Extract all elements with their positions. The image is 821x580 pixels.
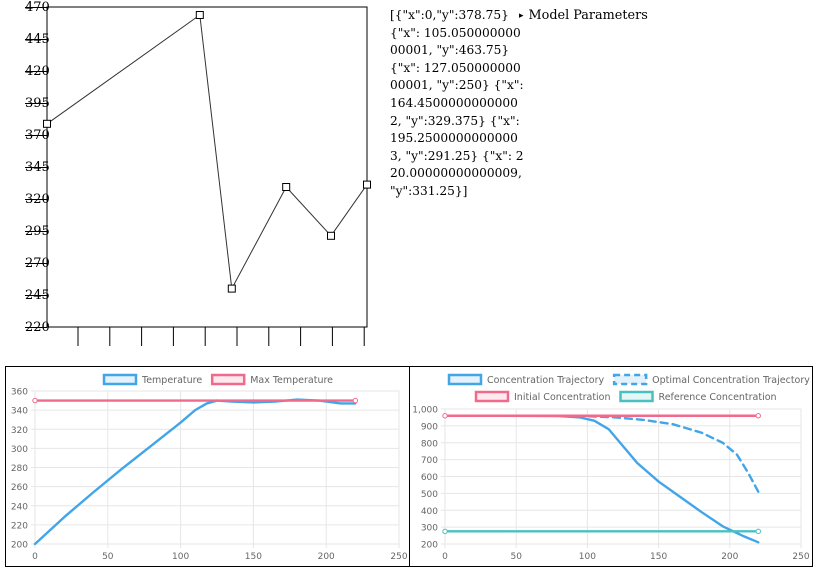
model-parameters-toggle[interactable]: ▸ Model Parameters — [519, 7, 648, 26]
x-tick-label: 250 — [792, 552, 809, 562]
y-tick-label: 270 — [25, 256, 50, 271]
control-point-handle — [363, 180, 371, 189]
legend-label-concentration-trajectory: Concentration Trajectory — [487, 375, 605, 386]
concentration-chart: 0 50 100 150 200 250 200 300 400 500 600 700 800 900 1… — [412, 373, 810, 562]
y-tick-label: 360 — [11, 388, 28, 398]
y-tick-label: 370 — [25, 128, 50, 143]
control-point-handle — [195, 11, 204, 19]
y-tick-label: 320 — [11, 426, 28, 436]
x-tick-label: 200 — [721, 552, 738, 562]
disclosure-triangle-icon: ▸ — [519, 11, 524, 21]
x-tick-label: 100 — [579, 552, 596, 562]
control-points-line — [46, 14, 368, 291]
series-point-initial-concentration — [442, 413, 448, 419]
series-line-concentration-trajectory — [443, 414, 760, 544]
y-tick-label: 340 — [11, 407, 28, 417]
x-tick-label: 100 — [172, 552, 189, 562]
plot-frame — [46, 6, 368, 328]
y-tick-label: 395 — [25, 96, 50, 111]
y-tick-label: 700 — [421, 456, 438, 466]
y-tick-label: 300 — [11, 445, 28, 455]
y-tick-label: 470 — [25, 0, 50, 15]
series-point-reference-concentration — [442, 528, 448, 535]
control-point-handle — [227, 284, 236, 293]
y-tick-label: 900 — [421, 422, 438, 432]
x-tick-label: 150 — [245, 552, 262, 562]
y-tick-label: 300 — [421, 524, 438, 534]
legend-label-temperature: Temperature — [141, 375, 202, 386]
legend-swatch-max-temperature — [210, 373, 246, 386]
model-parameters-label: Model Parameters — [528, 8, 648, 23]
legend-swatch-reference-concentration — [619, 390, 654, 403]
series-point-initial-concentration — [755, 413, 761, 419]
y-tick-label: 295 — [25, 224, 50, 239]
legend-swatch-concentration-trajectory — [447, 373, 483, 386]
concentration-chart-panel: 0 50 100 150 200 250 200 300 400 500 600 700 800 900 1… — [409, 366, 813, 567]
legend-label-initial-concentration: Initial Concentration — [514, 392, 611, 403]
control-points-json-readout: [{"x":0,"y":378.75} {"x": 105.0500000000… — [390, 8, 528, 198]
series-line-optimal-concentration-trajectory — [443, 414, 760, 493]
legend-swatch-optimal-concentration-trajectory — [612, 373, 648, 386]
x-tick-label: 250 — [390, 552, 407, 562]
y-tick-label: 345 — [25, 160, 50, 175]
legend-swatch-temperature — [102, 373, 138, 386]
temperature-chart-panel: 0 50 100 150 200 250 200 220 240 260 280 300 320 340 3… — [5, 366, 410, 567]
x-tick-label: 150 — [650, 552, 667, 562]
temperature-chart: 0 50 100 150 200 250 200 220 240 260 280 300 320 340 3… — [11, 373, 408, 562]
y-tick-label: 320 — [25, 192, 50, 207]
legend-label-reference-concentration: Reference Concentration — [659, 392, 777, 403]
x-tick-label: 200 — [318, 552, 335, 562]
x-tick-label: 0 — [442, 552, 448, 562]
x-tick-label: 50 — [510, 552, 522, 562]
control-point-handle — [327, 231, 335, 240]
series-point-max-temperature — [352, 397, 359, 404]
y-tick-label: 245 — [25, 288, 50, 303]
y-tick-label: 200 — [11, 541, 28, 551]
legend-swatch-initial-concentration — [474, 390, 510, 403]
editable-temperature-chart[interactable]: 470 445 420 395 370 345 320 295 270 245 220 — [0, 0, 380, 350]
y-tick-label: 240 — [11, 502, 28, 512]
y-tick-label: 800 — [421, 439, 438, 449]
series-point-max-temperature — [32, 397, 38, 404]
control-point-handle — [43, 119, 51, 128]
y-tick-label: 500 — [421, 490, 438, 500]
y-tick-label: 600 — [421, 473, 438, 483]
y-tick-label: 220 — [25, 320, 50, 335]
y-tick-label: 1,000 — [412, 406, 438, 416]
y-tick-label: 400 — [421, 507, 438, 517]
y-tick-label: 200 — [421, 541, 438, 551]
y-tick-label: 420 — [25, 64, 50, 79]
y-tick-label: 220 — [11, 521, 28, 531]
legend-label-optimal-concentration-trajectory: Optimal Concentration Trajectory — [652, 375, 810, 386]
x-tick-label: 50 — [102, 552, 114, 562]
series-point-reference-concentration — [755, 528, 761, 535]
y-tick-label: 445 — [25, 32, 50, 47]
series-line-temperature — [33, 398, 357, 546]
control-point-handle — [282, 183, 291, 191]
x-tick-label: 0 — [32, 552, 38, 562]
y-tick-label: 280 — [11, 464, 28, 474]
y-tick-label: 260 — [11, 483, 28, 493]
legend-label-max-temperature: Max Temperature — [250, 375, 333, 386]
